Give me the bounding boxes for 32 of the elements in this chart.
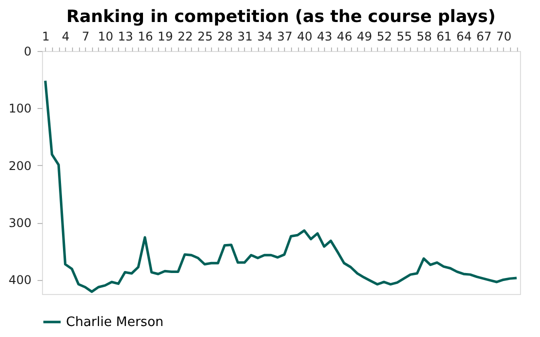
x-tick-label: 25 (198, 30, 213, 44)
x-tick-label: 13 (118, 30, 134, 44)
x-tick-label: 34 (257, 30, 273, 44)
x-tick-label: 7 (82, 30, 90, 44)
x-tick-label: 37 (277, 30, 292, 44)
x-tick-label: 52 (376, 30, 392, 44)
x-tick-label: 46 (336, 30, 352, 44)
legend-label: Charlie Merson (66, 315, 164, 330)
x-tick-label: 58 (416, 30, 432, 44)
y-tick-label: 300 (8, 216, 32, 230)
line-series (44, 79, 518, 293)
x-tick-label: 1 (42, 30, 50, 44)
x-tick-label: 64 (456, 30, 472, 44)
x-tick-label: 31 (237, 30, 253, 44)
x-tick-label: 49 (356, 30, 372, 44)
x-tick-label: 4 (62, 30, 70, 44)
y-tick-label: 400 (8, 273, 32, 288)
y-tick-label: 0 (24, 44, 32, 58)
y-tick-label: 200 (8, 158, 32, 173)
x-tick-label: 55 (396, 30, 412, 44)
x-tick-label: 67 (476, 30, 492, 44)
x-tick-label: 10 (98, 30, 114, 44)
x-tick-label: 22 (178, 30, 193, 44)
x-tick-label: 16 (138, 30, 154, 44)
x-tick-label: 70 (496, 30, 512, 44)
x-tick-label: 28 (217, 30, 233, 44)
y-tick-label: 100 (8, 102, 32, 116)
x-tick-label: 40 (297, 30, 312, 44)
x-tick-label: 61 (436, 30, 452, 44)
x-tick-label: 43 (317, 30, 332, 44)
chart-title: Ranking in competition (as the course plays) (66, 7, 496, 27)
x-tick-label: 19 (158, 30, 173, 44)
